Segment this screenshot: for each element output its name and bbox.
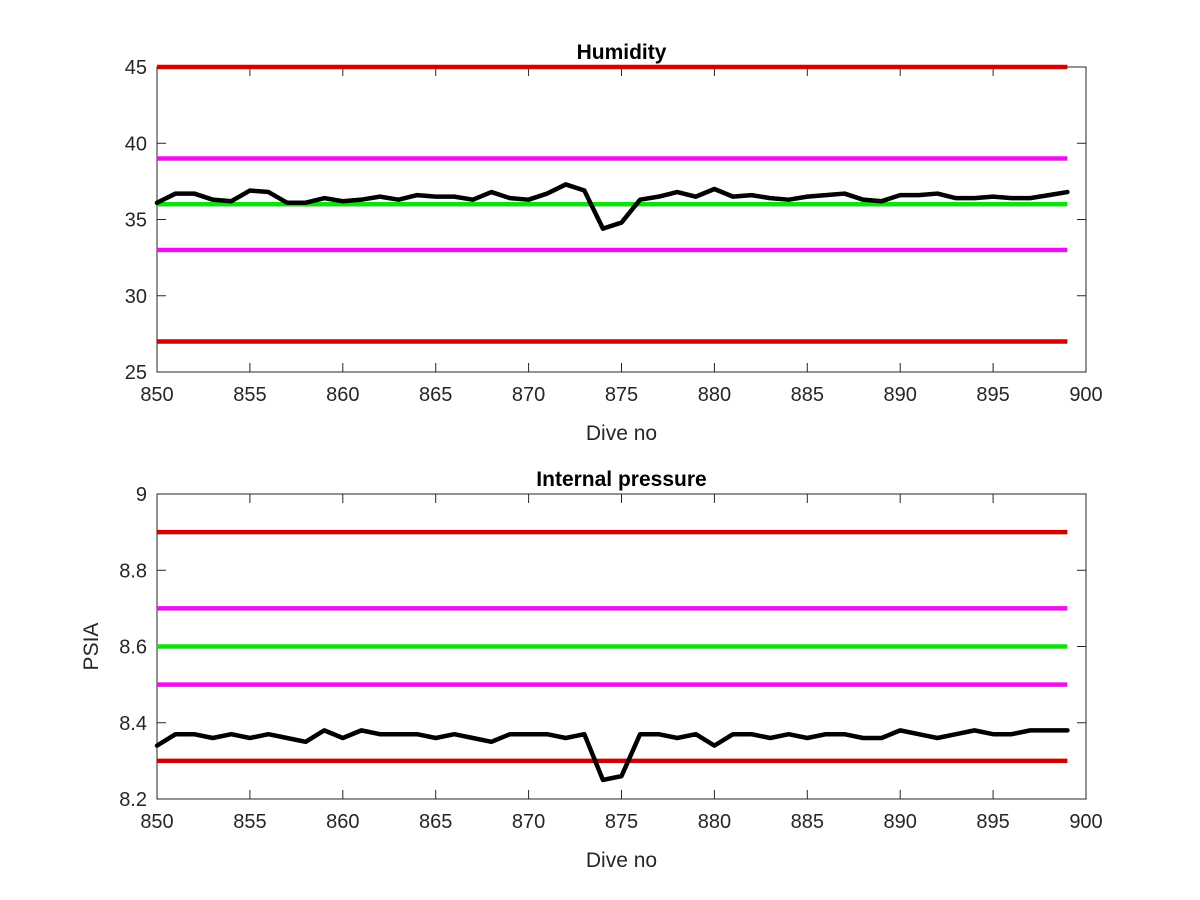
chart-title: Humidity (577, 41, 667, 64)
y-tick-label: 8.4 (119, 713, 147, 735)
x-tick-label: 875 (605, 384, 638, 406)
humidity-chart: 850 855 860 865 870 875 880 885 890 895 900 25 30 35 4… (125, 41, 1103, 445)
x-tick-label: 900 (1069, 384, 1102, 406)
y-tick-label: 30 (125, 286, 147, 308)
x-tick-label: 855 (233, 384, 266, 406)
y-tick-label: 8.6 (119, 637, 147, 659)
x-axis-label: Dive no (586, 422, 657, 445)
chart-title: Internal pressure (536, 468, 706, 491)
y-tick-label: 9 (136, 484, 147, 506)
series-line (154, 728, 1070, 783)
y-tick-label: 35 (125, 210, 147, 232)
internal-pressure-chart: 850 855 860 865 870 875 880 885 890 895 900 8.2 8.4 8… (80, 468, 1103, 872)
x-tick-label: 875 (605, 811, 638, 833)
x-tick-label: 900 (1069, 811, 1102, 833)
x-tick-label: 885 (791, 811, 824, 833)
y-tick-label: 8.8 (119, 560, 147, 582)
x-tick-label: 850 (140, 811, 173, 833)
x-axis-label: Dive no (586, 849, 657, 872)
x-tick-label: 880 (698, 811, 731, 833)
x-tick-label: 890 (884, 811, 917, 833)
x-tick-label: 895 (976, 811, 1009, 833)
y-tick-label: 45 (125, 57, 147, 79)
x-tick-label: 890 (884, 384, 917, 406)
y-tick-label: 8.2 (119, 789, 147, 811)
x-tick-label: 865 (419, 384, 452, 406)
series-line (154, 182, 1070, 231)
y-tick-label: 25 (125, 362, 147, 384)
x-tick-label: 855 (233, 811, 266, 833)
x-tick-label: 885 (791, 384, 824, 406)
x-tick-label: 870 (512, 811, 545, 833)
y-tick-label: 40 (125, 133, 147, 155)
x-tick-label: 870 (512, 384, 545, 406)
x-tick-label: 850 (140, 384, 173, 406)
x-tick-label: 860 (326, 384, 359, 406)
x-tick-label: 880 (698, 384, 731, 406)
x-tick-label: 895 (976, 384, 1009, 406)
x-tick-label: 865 (419, 811, 452, 833)
y-axis-label: PSIA (80, 623, 103, 671)
x-tick-label: 860 (326, 811, 359, 833)
